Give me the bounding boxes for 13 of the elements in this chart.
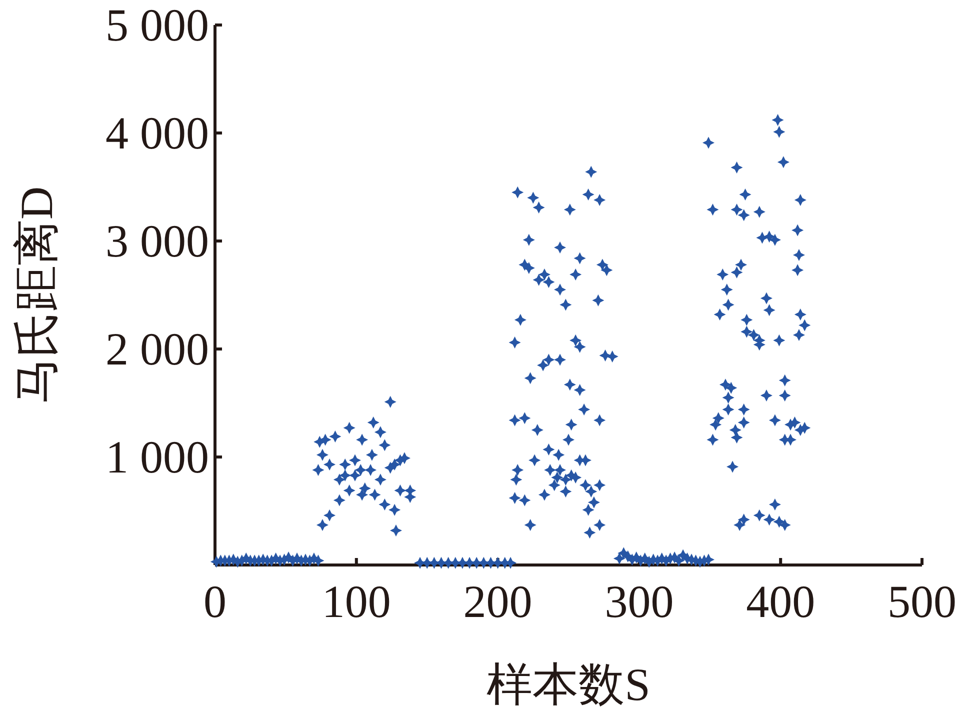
x-tick-label: 500 <box>888 576 956 627</box>
x-tick-label: 0 <box>204 576 226 627</box>
y-tick-label: 4 000 <box>106 108 209 158</box>
x-tick-label: 400 <box>746 576 816 627</box>
y-axis-title: 马氏距离D <box>11 186 62 404</box>
x-axis-title: 样本数S <box>486 659 650 710</box>
y-tick-label: 2 000 <box>106 324 209 374</box>
y-tick-label: 1 000 <box>106 432 209 482</box>
y-tick-label: 3 000 <box>106 216 209 266</box>
x-tick-label: 300 <box>604 576 674 627</box>
y-tick-label: 5 000 <box>106 0 209 50</box>
x-tick-label: 100 <box>322 576 391 627</box>
x-tick-label: 200 <box>463 576 532 627</box>
